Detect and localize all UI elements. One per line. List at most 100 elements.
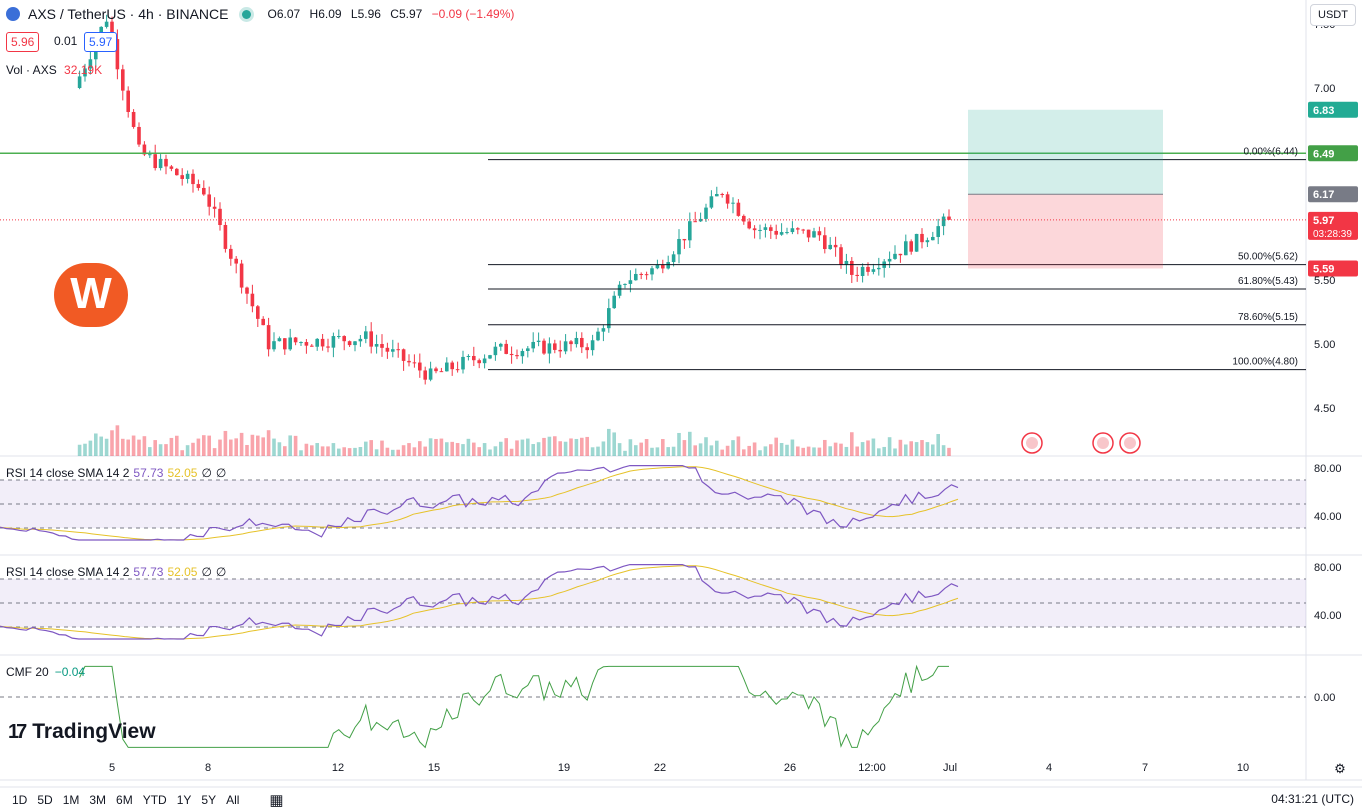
price-label-box-4: [1308, 260, 1358, 277]
volume-bar: [871, 438, 876, 456]
candle-body: [320, 338, 325, 347]
volume-bar: [563, 441, 568, 456]
rsi-1-label[interactable]: RSI 14 close SMA 14 2 57.73 52.05 ∅ ∅: [6, 466, 226, 480]
candle-body: [488, 355, 492, 359]
volume-bar: [180, 450, 184, 456]
candle-body: [590, 340, 595, 351]
timeframe-5d[interactable]: 5D: [37, 792, 53, 807]
volume-bar: [612, 432, 616, 456]
rsi-1-value: 57.73: [133, 466, 164, 480]
x-tick-10: 7: [1142, 762, 1148, 774]
volume-label: Vol · AXS 32.19K: [6, 63, 102, 77]
x-tick-5: 22: [654, 762, 666, 774]
candle-body: [731, 202, 735, 204]
volume-bar: [936, 434, 940, 456]
candle-body: [326, 346, 330, 348]
timeframe-6m[interactable]: 6M: [116, 792, 133, 807]
volume-bar: [693, 445, 697, 456]
volume-bar: [94, 433, 98, 456]
volume-bar: [844, 446, 849, 456]
calendar-icon[interactable]: ▦: [269, 791, 284, 809]
candle-body: [569, 341, 573, 345]
rsi-2-label[interactable]: RSI 14 close SMA 14 2 57.73 52.05 ∅ ∅: [6, 565, 226, 579]
candle-body: [272, 341, 276, 350]
candle-body: [234, 258, 238, 264]
currency-button[interactable]: USDT: [1310, 4, 1356, 26]
candle-body: [207, 194, 211, 207]
volume-bar: [920, 440, 924, 456]
volume-bar: [412, 447, 417, 456]
volume-bar: [531, 444, 535, 456]
candle-body: [698, 218, 703, 222]
volume-bar: [823, 439, 827, 456]
volume-bar: [677, 432, 681, 456]
candle-body: [256, 306, 260, 319]
utc-clock[interactable]: 04:31:21 (UTC): [1271, 792, 1354, 806]
tradingview-logo[interactable]: 17 TradingView: [8, 720, 156, 744]
volume-bar: [796, 446, 800, 456]
volume-bar: [245, 444, 249, 456]
candle-body: [212, 206, 217, 209]
candle-body: [806, 229, 811, 238]
volume-bar: [558, 441, 562, 456]
volume-bar: [682, 440, 687, 456]
buy-price-box[interactable]: 5.97: [84, 32, 118, 52]
volume-bar: [774, 437, 778, 456]
volume-bar: [731, 440, 735, 456]
candle-body: [628, 280, 633, 284]
volume-value: 32.19K: [64, 63, 103, 77]
sell-price-box[interactable]: 5.96: [6, 32, 40, 52]
timeframe-ytd[interactable]: YTD: [142, 792, 167, 807]
candle-body: [574, 337, 579, 345]
cmf-label[interactable]: CMF 20 −0.04: [6, 665, 85, 679]
candle-body: [380, 344, 384, 348]
timeframe-1m[interactable]: 1M: [62, 792, 80, 807]
timeframe-5y[interactable]: 5Y: [201, 792, 217, 807]
volume-bar: [887, 437, 892, 456]
volume-bar: [914, 442, 919, 456]
volume-bar: [196, 438, 201, 456]
candle-body: [931, 236, 935, 241]
volume-bar: [639, 442, 643, 456]
candle-body: [245, 287, 249, 294]
cmf-line: [79, 664, 949, 749]
x-tick-9: 4: [1046, 762, 1052, 774]
timeframe-all[interactable]: All: [226, 792, 240, 807]
tradingview-mark-icon: 17: [8, 720, 27, 743]
candle-body: [185, 173, 190, 179]
candle-body: [747, 221, 751, 229]
candle-body: [925, 240, 930, 243]
volume-bar: [477, 447, 481, 456]
candle-body: [412, 362, 417, 364]
volume-bar: [83, 443, 87, 456]
event-flag-inner-0: [1026, 437, 1038, 449]
candle-body: [736, 202, 741, 216]
candle-body: [423, 370, 427, 380]
timeframe-3m[interactable]: 3M: [89, 792, 107, 807]
volume-bar: [288, 435, 292, 456]
volume-bar: [207, 435, 211, 456]
candle-body: [693, 221, 697, 223]
candle-body: [374, 344, 379, 347]
timeframe-1y[interactable]: 1Y: [176, 792, 192, 807]
rsi-axis-1-0: 80.00: [1314, 562, 1342, 574]
candle-body: [196, 184, 201, 188]
market-status-icon: [242, 9, 252, 19]
symbol-title[interactable]: AXS / TetherUS · 4h · BINANCE: [28, 6, 229, 22]
volume-bar: [115, 425, 120, 456]
candle-body: [369, 331, 373, 347]
candle-body: [342, 336, 346, 342]
candle-body: [223, 225, 228, 249]
volume-bar: [164, 444, 168, 456]
candle-body: [175, 168, 179, 176]
candle-body: [191, 173, 195, 185]
candle-body: [250, 293, 255, 307]
brand-logo: W: [54, 263, 128, 327]
candle-body: [283, 338, 287, 350]
candle-body: [520, 351, 525, 357]
price-label-0: 6.83: [1313, 105, 1334, 117]
timeframe-1d[interactable]: 1D: [12, 792, 28, 807]
volume-bar: [88, 440, 93, 456]
